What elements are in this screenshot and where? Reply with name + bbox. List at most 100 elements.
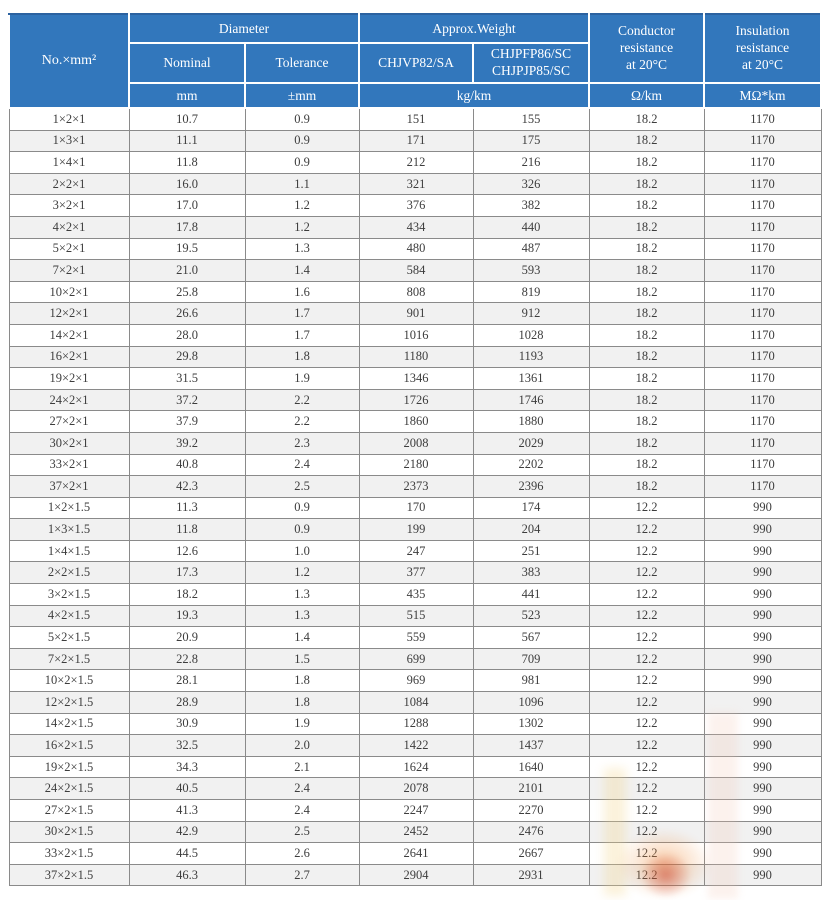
table-row: 16×2×1 29.8 1.8 1180 1193 18.2 1170 (8, 345, 822, 369)
table-cell: 46.3 (128, 863, 246, 887)
table-cell: 2×2×1 (8, 172, 130, 196)
table-cell: 17.3 (128, 561, 246, 585)
table-cell: 1×4×1.5 (8, 539, 130, 563)
unit-ohm-km: Ω/km (588, 82, 706, 109)
table-cell: 990 (703, 799, 822, 822)
table-cell: 1170 (703, 453, 822, 477)
table-cell: 990 (703, 647, 822, 671)
table-cell: 376 (358, 194, 474, 217)
table-cell: 21.0 (128, 259, 246, 282)
table-cell: 1170 (703, 367, 822, 390)
table-cell: 12.2 (588, 604, 705, 628)
table-cell: 567 (472, 626, 590, 649)
table-row: 10×2×1.5 28.1 1.8 969 981 12.2 990 (8, 669, 822, 693)
table-cell: 14×2×1 (8, 323, 130, 347)
table-cell: 990 (703, 518, 822, 541)
table-cell: 18.2 (588, 410, 705, 433)
table-cell: 18.2 (588, 194, 705, 217)
table-row: 1×4×1.5 12.6 1.0 247 251 12.2 990 (8, 539, 822, 563)
table-row: 1×3×1 11.1 0.9 171 175 18.2 1170 (8, 129, 822, 153)
table-cell: 515 (358, 604, 474, 628)
table-cell: 2101 (472, 777, 590, 800)
table-cell: 16×2×1.5 (8, 734, 130, 757)
table-cell: 1346 (358, 367, 474, 390)
table-row: 33×2×1.5 44.5 2.6 2641 2667 12.2 990 (8, 842, 822, 865)
table-cell: 16.0 (128, 172, 246, 196)
table-row: 27×2×1.5 41.3 2.4 2247 2270 12.2 990 (8, 799, 822, 822)
table-cell: 30.9 (128, 712, 246, 736)
table-cell: 24×2×1 (8, 388, 130, 412)
table-cell: 19.3 (128, 604, 246, 628)
table-cell: 1.1 (244, 172, 360, 196)
table-cell: 18.2 (588, 172, 705, 196)
table-cell: 2904 (358, 863, 474, 887)
table-cell: 251 (472, 539, 590, 563)
table-cell: 1016 (358, 323, 474, 347)
table-cell: 1288 (358, 712, 474, 736)
table-cell: 18.2 (588, 107, 705, 131)
table-row: 3×2×1.5 18.2 1.3 435 441 12.2 990 (8, 583, 822, 606)
table-cell: 990 (703, 561, 822, 585)
table-cell: 41.3 (128, 799, 246, 822)
table-cell: 1×2×1 (8, 107, 130, 131)
table-cell: 2.4 (244, 453, 360, 477)
table-cell: 18.2 (588, 367, 705, 390)
table-cell: 10×2×1.5 (8, 669, 130, 693)
table-cell: 1170 (703, 323, 822, 347)
table-cell: 434 (358, 215, 474, 239)
table-cell: 990 (703, 863, 822, 887)
table-cell: 2247 (358, 799, 474, 822)
table-row: 30×2×1 39.2 2.3 2008 2029 18.2 1170 (8, 431, 822, 455)
table-cell: 2×2×1.5 (8, 561, 130, 585)
table-cell: 981 (472, 669, 590, 693)
table-cell: 10×2×1 (8, 280, 130, 304)
table-row: 10×2×1 25.8 1.6 808 819 18.2 1170 (8, 280, 822, 304)
table-cell: 1860 (358, 410, 474, 433)
table-cell: 247 (358, 539, 474, 563)
table-cell: 31.5 (128, 367, 246, 390)
table-cell: 30×2×1 (8, 431, 130, 455)
table-cell: 2008 (358, 431, 474, 455)
table-cell: 1170 (703, 475, 822, 498)
table-cell: 174 (472, 496, 590, 520)
table-cell: 3×2×1 (8, 194, 130, 217)
table-row: 1×2×1.5 11.3 0.9 170 174 12.2 990 (8, 496, 822, 520)
table-row: 3×2×1 17.0 1.2 376 382 18.2 1170 (8, 194, 822, 217)
table-cell: 18.2 (128, 583, 246, 606)
table-cell: 18.2 (588, 453, 705, 477)
table-cell: 1170 (703, 129, 822, 153)
table-cell: 19.5 (128, 237, 246, 261)
table-cell: 27×2×1 (8, 410, 130, 433)
table-cell: 321 (358, 172, 474, 196)
table-cell: 1170 (703, 151, 822, 174)
table-cell: 151 (358, 107, 474, 131)
table-cell: 3×2×1.5 (8, 583, 130, 606)
table-cell: 2.0 (244, 734, 360, 757)
table-cell: 1.3 (244, 237, 360, 261)
table-cell: 28.0 (128, 323, 246, 347)
table-row: 37×2×1.5 46.3 2.7 2904 2931 12.2 990 (8, 863, 822, 887)
table-row: 14×2×1.5 30.9 1.9 1288 1302 12.2 990 (8, 712, 822, 736)
table-cell: 1.8 (244, 669, 360, 693)
table-cell: 709 (472, 647, 590, 671)
table-cell: 12.2 (588, 820, 705, 844)
table-cell: 1170 (703, 237, 822, 261)
table-cell: 1193 (472, 345, 590, 369)
table-cell: 42.3 (128, 475, 246, 498)
table-row: 1×2×1 10.7 0.9 151 155 18.2 1170 (8, 107, 822, 131)
table-body: 1×2×1 10.7 0.9 151 155 18.2 1170 1×3×1 11.1 0.9 17… (8, 107, 822, 887)
table-cell: 170 (358, 496, 474, 520)
table-cell: 1170 (703, 194, 822, 217)
table-row: 24×2×1.5 40.5 2.4 2078 2101 12.2 990 (8, 777, 822, 800)
table-cell: 30×2×1.5 (8, 820, 130, 844)
table-cell: 5×2×1 (8, 237, 130, 261)
table-cell: 1.8 (244, 691, 360, 714)
table-cell: 18.2 (588, 475, 705, 498)
table-cell: 2202 (472, 453, 590, 477)
table-cell: 18.2 (588, 237, 705, 261)
table-cell: 4×2×1 (8, 215, 130, 239)
table-cell: 441 (472, 583, 590, 606)
table-cell: 1170 (703, 302, 822, 325)
table-cell: 18.2 (588, 345, 705, 369)
header-nominal: Nominal (128, 42, 246, 84)
